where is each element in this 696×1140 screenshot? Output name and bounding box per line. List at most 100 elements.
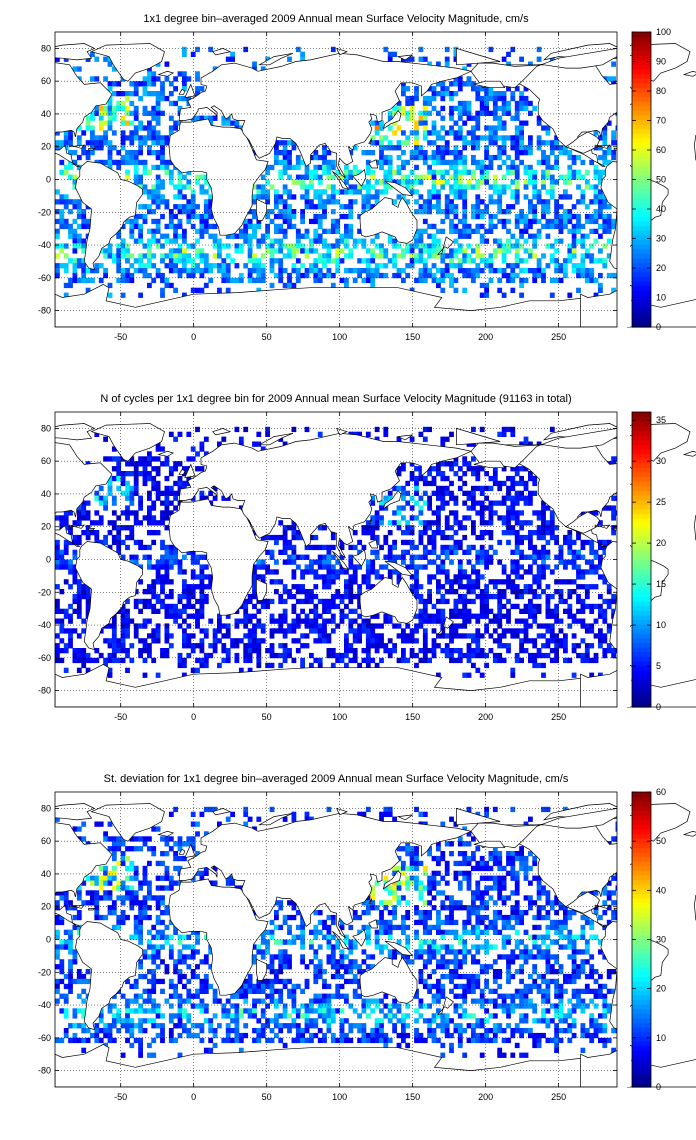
data-cell bbox=[558, 544, 564, 551]
data-cell bbox=[492, 174, 498, 180]
data-cell bbox=[199, 218, 205, 225]
data-cell bbox=[558, 194, 564, 200]
data-cell bbox=[475, 199, 481, 205]
data-cell bbox=[567, 228, 573, 234]
data-cell bbox=[203, 253, 209, 259]
data-cell bbox=[593, 292, 599, 298]
data-cell bbox=[313, 618, 319, 624]
data-cell bbox=[269, 554, 275, 560]
data-cell bbox=[85, 56, 91, 62]
data-cell bbox=[484, 811, 489, 817]
data-cell bbox=[68, 643, 73, 649]
data-cell bbox=[440, 159, 446, 166]
data-cell bbox=[545, 159, 551, 166]
data-cell bbox=[593, 145, 599, 151]
data-cell bbox=[291, 268, 297, 274]
chart-title: St. deviation for 1x1 degree bin–average… bbox=[104, 773, 569, 785]
data-cell bbox=[155, 530, 161, 536]
data-cell bbox=[68, 209, 73, 215]
data-cell bbox=[606, 589, 612, 595]
colorbar-step bbox=[632, 253, 651, 259]
data-cell bbox=[68, 603, 73, 610]
data-cell bbox=[98, 140, 104, 146]
data-cell bbox=[519, 258, 524, 264]
data-cell bbox=[541, 223, 546, 230]
data-cell bbox=[90, 115, 95, 121]
data-cell bbox=[300, 218, 305, 225]
data-cell bbox=[168, 544, 174, 551]
data-cell bbox=[488, 95, 494, 102]
data-cell bbox=[295, 554, 301, 560]
data-cell bbox=[392, 569, 397, 575]
colorbar-step bbox=[632, 271, 651, 277]
data-cell bbox=[168, 603, 174, 610]
data-cell bbox=[593, 169, 599, 175]
colorbar-step bbox=[632, 508, 651, 515]
data-cell bbox=[392, 199, 397, 205]
data-cell bbox=[291, 593, 297, 600]
data-cell bbox=[365, 623, 371, 629]
data-cell bbox=[138, 608, 143, 614]
data-cell bbox=[440, 549, 446, 555]
data-cell bbox=[63, 628, 69, 634]
data-cell bbox=[365, 268, 371, 274]
colorbar-step bbox=[632, 416, 651, 422]
data-cell bbox=[422, 95, 428, 102]
data-cell bbox=[63, 613, 69, 619]
data-cell bbox=[344, 169, 349, 175]
data-cell bbox=[611, 648, 616, 654]
data-cell bbox=[348, 189, 354, 195]
data-cell bbox=[606, 643, 612, 649]
data-cell bbox=[151, 135, 157, 141]
data-cell bbox=[449, 490, 454, 496]
data-cell bbox=[418, 243, 424, 249]
data-cell bbox=[431, 179, 437, 185]
data-cell bbox=[545, 154, 551, 161]
data-cell bbox=[164, 238, 170, 244]
data-cell bbox=[252, 184, 257, 190]
data-cell bbox=[129, 554, 135, 560]
data-cell bbox=[401, 140, 406, 146]
data-cell bbox=[164, 505, 170, 511]
data-cell bbox=[431, 159, 437, 166]
data-cell bbox=[414, 613, 419, 619]
data-cell bbox=[326, 549, 332, 555]
data-cell bbox=[598, 564, 603, 570]
data-cell bbox=[514, 199, 520, 205]
data-cell bbox=[120, 643, 126, 649]
data-cell bbox=[401, 515, 406, 521]
colorbar-step bbox=[632, 230, 651, 236]
data-cell bbox=[317, 638, 323, 644]
data-cell bbox=[322, 579, 327, 585]
data-cell bbox=[138, 461, 143, 467]
data-cell bbox=[554, 135, 559, 141]
data-cell bbox=[125, 243, 130, 249]
data-cell bbox=[514, 169, 520, 175]
data-cell bbox=[510, 431, 516, 437]
data-cell bbox=[374, 510, 380, 516]
data-cell bbox=[103, 456, 108, 462]
data-cell bbox=[195, 263, 200, 269]
data-cell bbox=[396, 268, 402, 274]
data-cell bbox=[409, 495, 415, 501]
data-cell bbox=[300, 574, 305, 580]
data-cell bbox=[462, 490, 468, 496]
data-cell bbox=[571, 154, 577, 161]
data-cell bbox=[580, 608, 586, 614]
data-cell bbox=[401, 485, 406, 492]
data-cell bbox=[164, 593, 170, 600]
data-cell bbox=[554, 238, 559, 244]
data-cell bbox=[295, 233, 301, 239]
data-cell bbox=[142, 243, 148, 249]
data-cell bbox=[160, 150, 165, 156]
data-cell bbox=[138, 145, 143, 151]
data-cell bbox=[147, 91, 152, 97]
data-cell bbox=[116, 253, 122, 259]
data-cell bbox=[85, 125, 91, 131]
data-cell bbox=[76, 140, 82, 146]
y-tick-label: -20 bbox=[38, 587, 51, 597]
data-cell bbox=[396, 154, 402, 161]
data-cell bbox=[492, 628, 498, 634]
data-cell bbox=[142, 218, 148, 225]
data-cell bbox=[396, 243, 402, 249]
